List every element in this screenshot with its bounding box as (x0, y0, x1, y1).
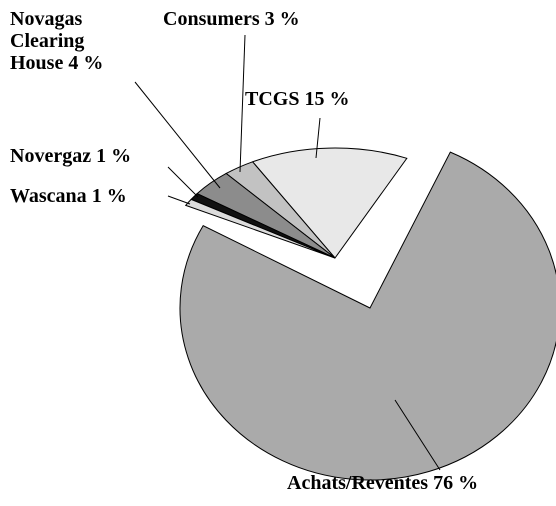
pie-slice (184, 198, 336, 259)
leader-line (167, 166, 199, 198)
leader-line (167, 195, 191, 205)
pie-slice (251, 147, 408, 259)
slice-label: Novergaz 1 % (10, 145, 210, 167)
slice-label: TCGS 15 % (245, 88, 445, 110)
slice-value: 76 % (433, 472, 479, 494)
slice-value: 3 % (264, 8, 300, 30)
slice-value: 1 % (96, 145, 132, 167)
leader-line (134, 81, 221, 189)
slice-label: Novagas Clearing House 4 % (10, 8, 110, 74)
slice-value: 1 % (91, 185, 127, 207)
leader-line (394, 399, 441, 471)
leader-line (315, 117, 321, 159)
slice-label: Consumers 3 % (163, 8, 383, 30)
slice-name: TCGS (245, 88, 300, 110)
slice-name: Consumers (163, 8, 260, 30)
leader-line (239, 34, 246, 173)
slice-value: 4 % (68, 52, 104, 74)
slice-name: Novergaz (10, 145, 92, 167)
slice-name: Novagas Clearing House (10, 8, 85, 74)
slice-label: Wascana 1 % (10, 185, 210, 207)
pie-slice (179, 151, 556, 481)
slice-name: Achats/Reventes (287, 472, 429, 494)
slice-label: Achats/Reventes 76 % (287, 472, 556, 494)
slice-name: Wascana (10, 185, 87, 207)
slice-value: 15 % (304, 88, 350, 110)
